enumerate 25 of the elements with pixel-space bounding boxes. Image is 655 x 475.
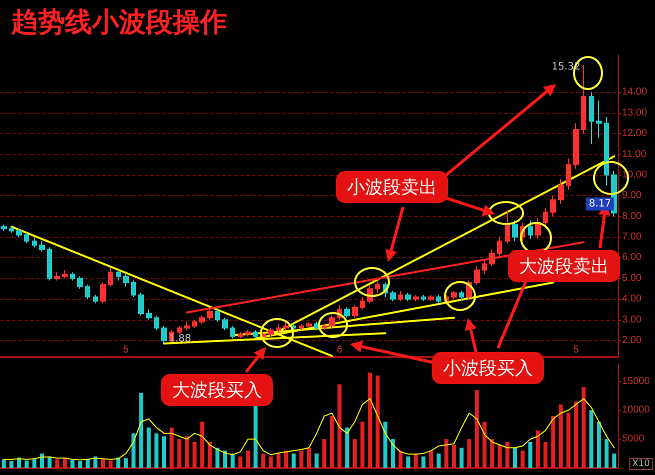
y-tick-label: 14.00 [622, 86, 648, 98]
x-tick-label: 5 [573, 344, 580, 356]
y-tick-label: 13.00 [622, 107, 648, 118]
y-tick-label: 4.00 [622, 294, 642, 305]
y-tick-label: 7.00 [622, 232, 642, 243]
x-tick-label: 6 [336, 344, 343, 356]
y-tick-label: 5000 [622, 434, 645, 445]
y-tick-label: 11.00 [622, 148, 647, 160]
y-tick-label: 6.00 [622, 252, 642, 264]
annotation: 8.17 [586, 198, 614, 210]
annotation: 大波段卖出 [508, 250, 620, 282]
y-tick-label: 10000 [622, 404, 650, 416]
y-tick-label: 12.00 [622, 128, 648, 140]
annotation: 小波段卖出 [336, 171, 448, 203]
y-tick-label: 3.00 [622, 314, 642, 326]
annotation: 大波段买入 [161, 374, 273, 406]
chart-title: 趋势线小波段操作 [10, 7, 227, 38]
x-tick-label: 5 [123, 344, 130, 356]
y-tick-label: 9.00 [622, 190, 642, 202]
annotation: 小波段买入 [432, 352, 544, 384]
y-tick-label: 5.00 [622, 272, 642, 284]
y-tick-label: 2.00 [622, 334, 642, 346]
y-tick-label: 15000 [622, 376, 650, 387]
y-tick-label: 8.00 [622, 210, 642, 222]
text: X10 [629, 458, 653, 470]
